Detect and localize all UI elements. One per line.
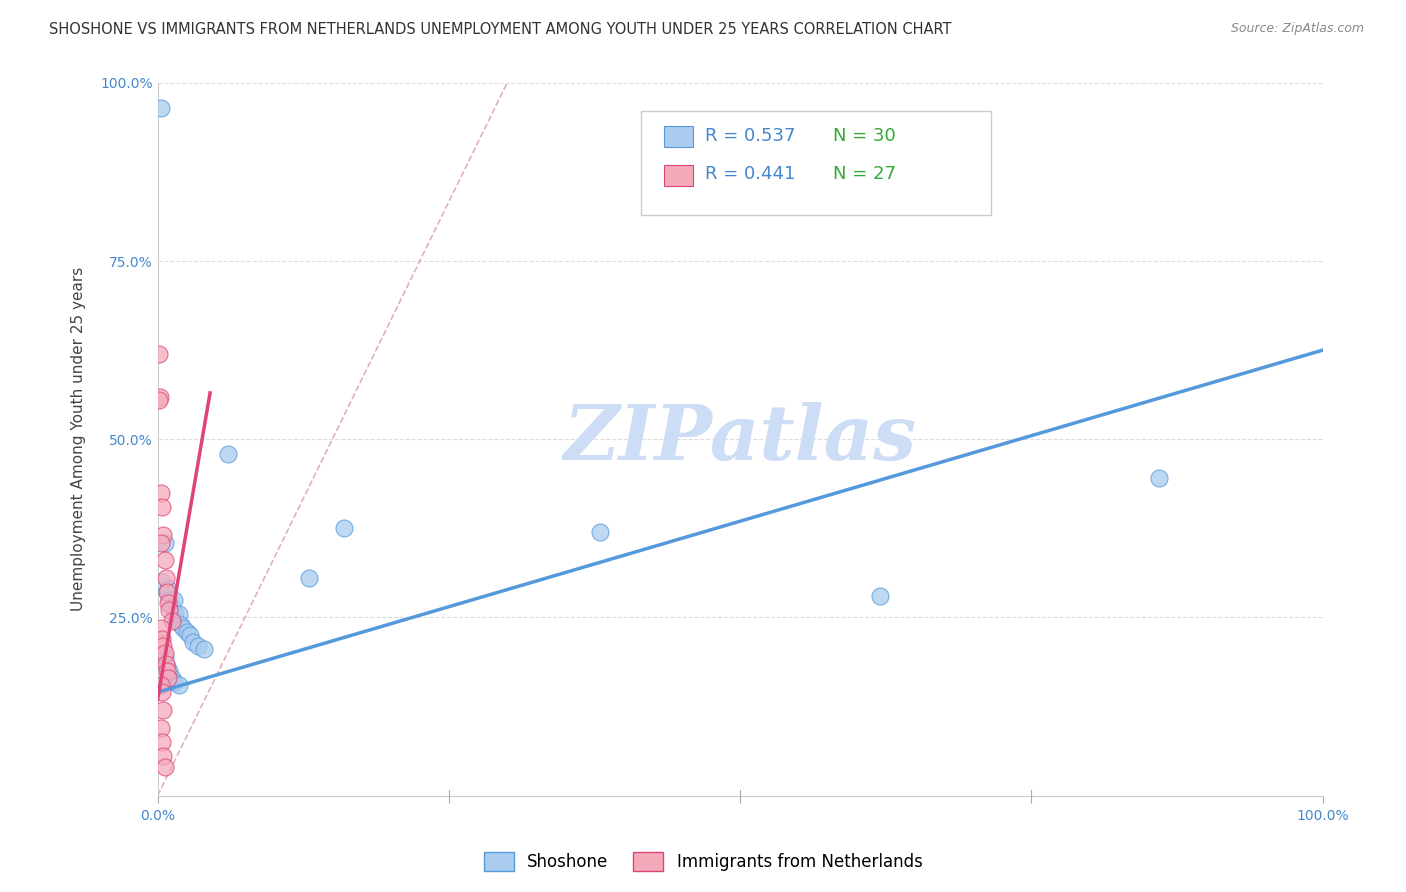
Point (155, 657, 177, 671)
Point (160, 614, 183, 628)
Point (152, 639, 174, 653)
Point (150, 621, 173, 635)
Point (153, 760, 176, 774)
Point (217, 446, 239, 460)
Point (156, 664, 179, 678)
Point (150, 101, 173, 115)
Point (193, 642, 215, 657)
Point (165, 607, 187, 621)
Point (333, 521, 356, 535)
Point (156, 660, 179, 674)
Point (589, 524, 612, 539)
Point (156, 585, 179, 599)
Point (163, 592, 186, 607)
Point (148, 347, 170, 361)
Point (181, 635, 204, 649)
Point (149, 535, 172, 549)
Point (152, 749, 174, 764)
FancyBboxPatch shape (665, 165, 693, 186)
Point (298, 571, 321, 585)
Point (160, 671, 183, 685)
Point (1149, 471, 1171, 485)
Point (157, 592, 180, 607)
Point (157, 664, 180, 678)
Point (167, 607, 190, 621)
Point (150, 685, 173, 699)
Point (155, 571, 177, 585)
Text: N = 27: N = 27 (834, 165, 896, 183)
Point (150, 678, 173, 692)
Point (156, 585, 179, 599)
Point (153, 646, 176, 660)
Point (176, 624, 198, 639)
Point (153, 649, 176, 664)
Point (149, 390, 172, 404)
Point (153, 535, 176, 549)
Point (150, 500, 173, 514)
Point (153, 553, 176, 567)
Point (157, 671, 180, 685)
Text: Source: ZipAtlas.com: Source: ZipAtlas.com (1230, 22, 1364, 36)
Point (187, 639, 209, 653)
Text: SHOSHONE VS IMMIGRANTS FROM NETHERLANDS UNEMPLOYMENT AMONG YOUTH UNDER 25 YEARS : SHOSHONE VS IMMIGRANTS FROM NETHERLANDS … (49, 22, 952, 37)
Point (150, 721, 173, 735)
Point (150, 632, 173, 646)
Point (148, 393, 170, 408)
Point (152, 528, 174, 542)
Point (163, 674, 186, 689)
Point (150, 735, 173, 749)
Point (150, 574, 173, 589)
Point (152, 703, 174, 717)
Point (157, 603, 180, 617)
Text: R = 0.441: R = 0.441 (706, 165, 796, 183)
FancyBboxPatch shape (665, 126, 693, 147)
Point (869, 589, 891, 603)
Y-axis label: Unemployment Among Youth under 25 years: Unemployment Among Youth under 25 years (72, 267, 86, 611)
Point (150, 485, 173, 500)
Point (157, 582, 180, 596)
Text: R = 0.537: R = 0.537 (706, 128, 796, 145)
Text: ZIPatlas: ZIPatlas (564, 402, 917, 476)
Point (170, 617, 193, 632)
Legend: Shoshone, Immigrants from Netherlands: Shoshone, Immigrants from Netherlands (475, 843, 931, 880)
Text: N = 30: N = 30 (834, 128, 896, 145)
Point (172, 621, 194, 635)
Point (157, 596, 180, 610)
Point (167, 678, 190, 692)
Point (179, 628, 201, 642)
Point (160, 599, 183, 614)
FancyBboxPatch shape (641, 112, 990, 215)
Point (165, 614, 187, 628)
